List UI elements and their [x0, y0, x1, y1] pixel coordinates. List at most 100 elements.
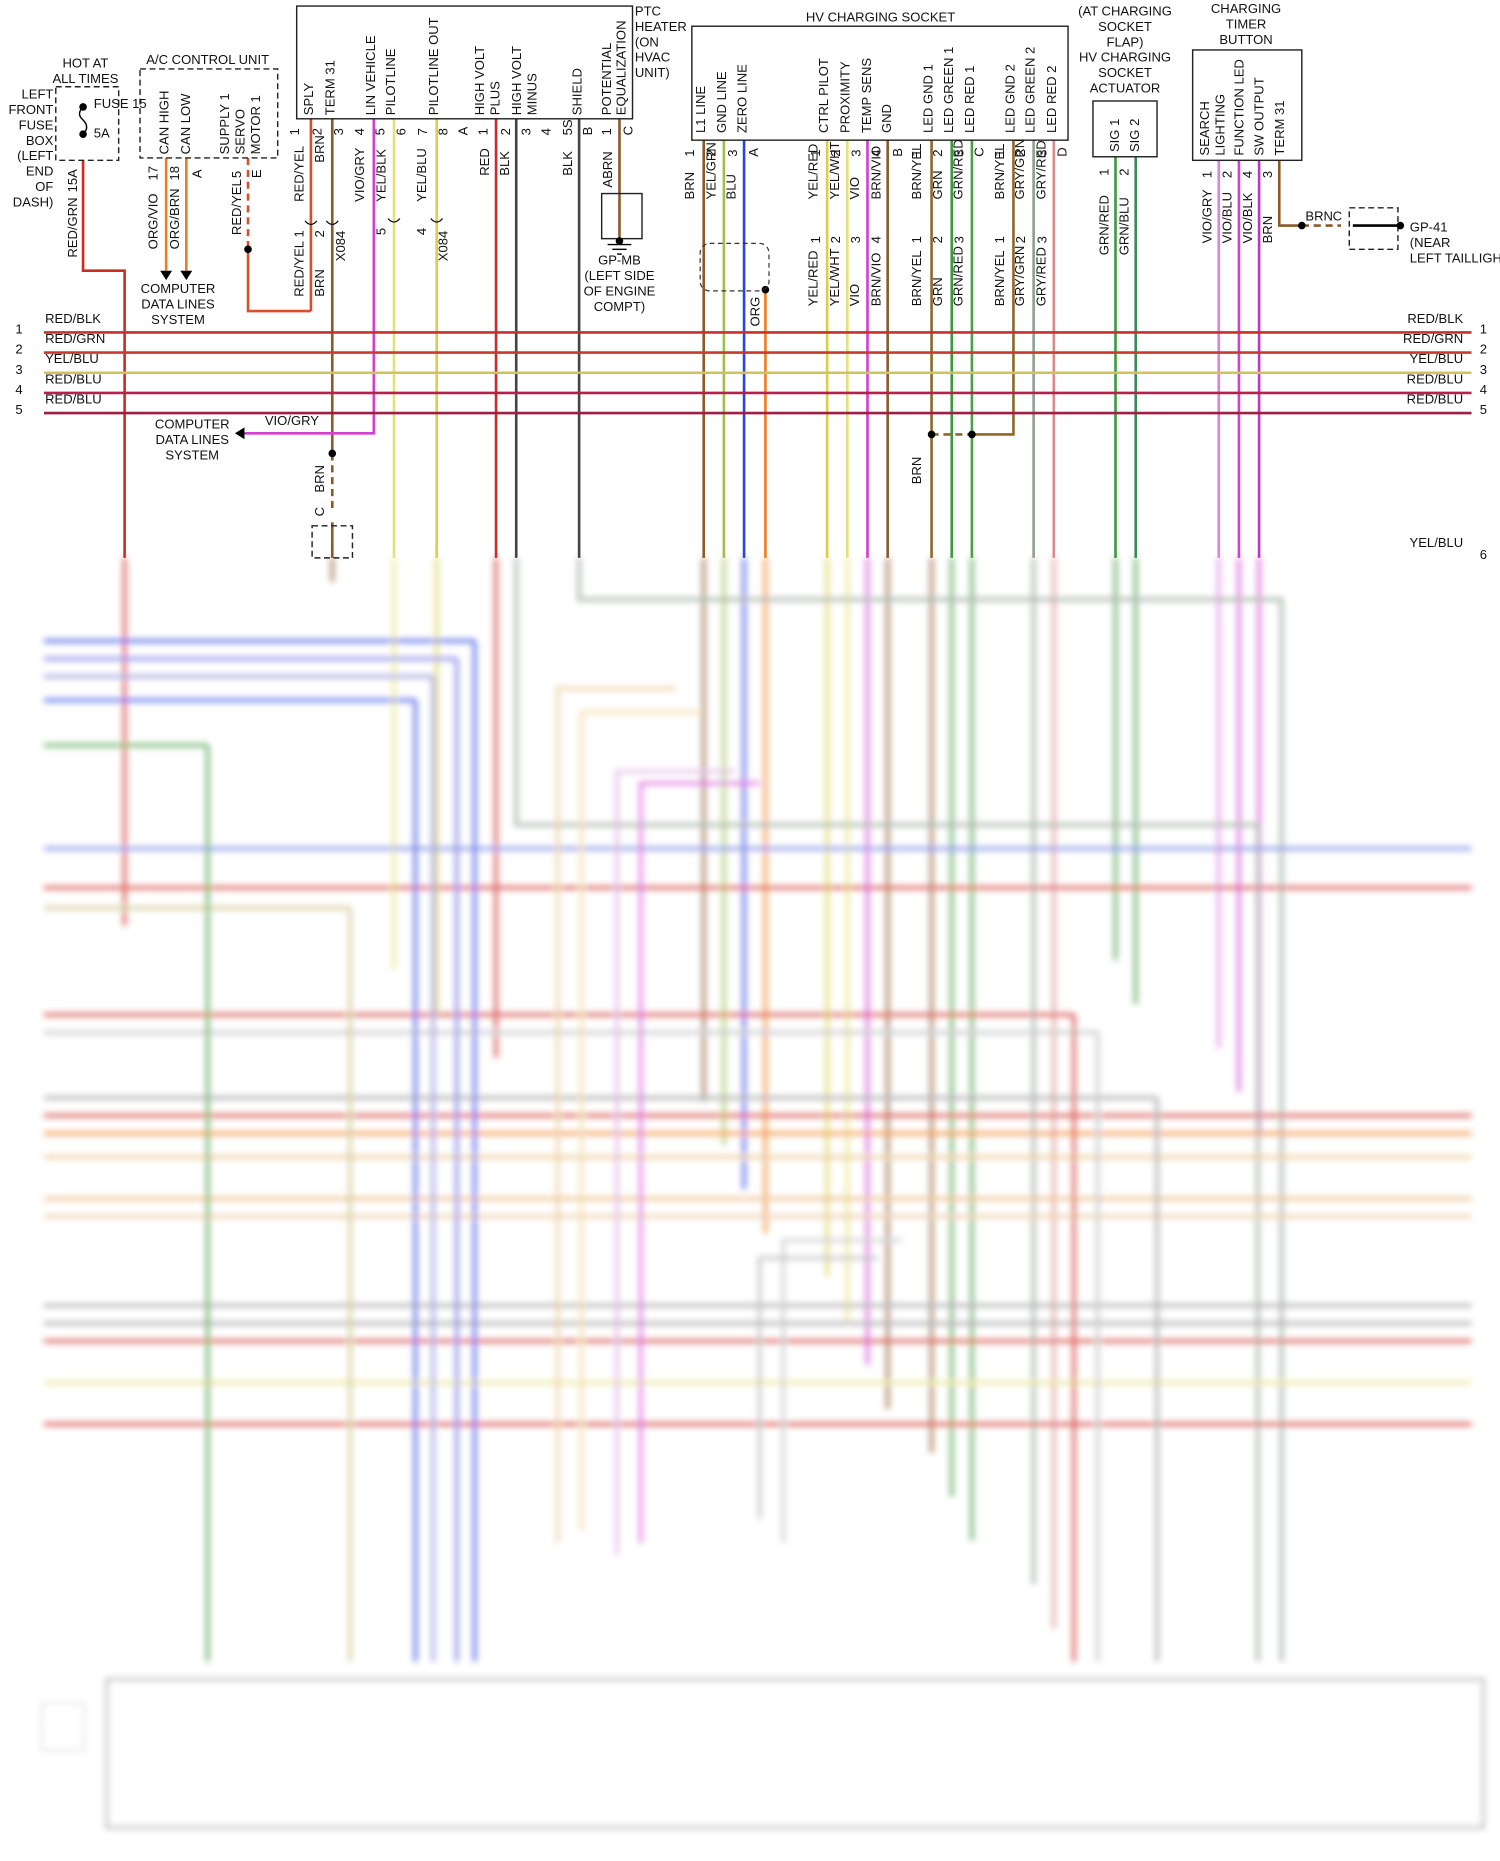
label: GRN/RED: [950, 246, 965, 306]
blurred-lower-section: [40, 557, 1485, 1829]
label: RED/GRN: [1403, 331, 1463, 346]
label: A/C CONTROL UNIT: [146, 52, 269, 67]
wire: [1277, 160, 1302, 227]
label: (LEFT: [17, 148, 53, 163]
label: SIG 1: [1107, 119, 1122, 152]
label: 1: [909, 236, 924, 243]
wire: [971, 140, 1015, 436]
label: C: [1333, 209, 1342, 224]
label: PROXIMITY: [838, 61, 853, 133]
component-box: [311, 525, 354, 559]
label: BRN/YEL: [992, 144, 1007, 200]
label: HIGH VOLT: [472, 46, 487, 115]
component-box: [691, 25, 1069, 141]
label: BRN/YEL: [909, 144, 924, 200]
splice-dot: [328, 449, 337, 458]
label: GRN/RED: [1096, 195, 1111, 255]
label: LEFT: [21, 87, 53, 102]
label: LED RED 2: [1044, 66, 1059, 133]
label: 3: [1035, 150, 1050, 157]
splice-dot: [79, 130, 87, 139]
blurred-wire: [615, 769, 736, 1555]
label: EQUALIZATION: [613, 20, 628, 115]
arrow: [160, 270, 173, 281]
label: YEL/WHT: [827, 248, 842, 306]
label: (NEAR: [1410, 235, 1451, 250]
label: YEL/BLU: [1410, 535, 1464, 550]
label: SEARCH: [1197, 101, 1212, 155]
label: 4: [539, 128, 554, 135]
label: 2: [498, 128, 513, 135]
label: BRN/VIO: [868, 146, 883, 200]
label: (ON: [635, 34, 659, 49]
fuse-symbol: [78, 106, 88, 135]
label: ORG/BRN: [167, 188, 182, 249]
arrow: [180, 270, 193, 281]
label: B: [580, 126, 595, 135]
label: 2: [1480, 342, 1487, 357]
label: 1: [992, 236, 1007, 243]
label: 2: [1220, 171, 1235, 178]
label: LIGHTING: [1213, 94, 1228, 156]
label: MOTOR 1: [248, 95, 263, 154]
label: GP-MB: [598, 253, 641, 268]
label: 5S: [560, 119, 575, 135]
label: X084: [435, 231, 450, 261]
label: BRN: [682, 172, 697, 200]
label: GRN/BLU: [1116, 197, 1131, 255]
label: ACTUATOR: [1090, 81, 1161, 96]
label: BRN: [312, 135, 327, 163]
label: HOT AT: [62, 56, 108, 71]
label: BLK: [560, 151, 575, 176]
label: GRY/GRN: [1012, 139, 1027, 200]
label: SYSTEM: [165, 447, 219, 462]
connector-symbol: [325, 220, 339, 225]
label: GRY/GRN: [1012, 246, 1027, 307]
connector-symbol: [304, 220, 318, 225]
label: DASH): [13, 195, 54, 210]
splice-dot: [927, 430, 936, 439]
label: END: [26, 164, 54, 179]
label: LED GREEN 2: [1023, 47, 1038, 133]
wire: [237, 118, 376, 435]
label: SIG 2: [1127, 119, 1142, 152]
component-box: [1191, 49, 1303, 162]
label: 2: [312, 230, 327, 237]
label: YEL/RED: [806, 144, 821, 200]
label: 3: [331, 128, 346, 135]
label: TERM 31: [323, 60, 338, 115]
label: 4: [1240, 171, 1255, 178]
component-box: [600, 192, 643, 240]
label: TERM 31: [1272, 100, 1287, 155]
label: DATA LINES: [156, 432, 230, 447]
label: LEFT TAILLIGHT): [1410, 250, 1500, 265]
label: TIMER: [1226, 16, 1267, 31]
splice-dot: [968, 430, 976, 439]
label: BLU: [724, 174, 739, 199]
label: 3: [952, 236, 967, 243]
label: 1: [599, 128, 614, 135]
label: ORG/VIO: [146, 194, 161, 250]
label: 1: [808, 150, 823, 157]
blurred-wire: [757, 1256, 879, 1520]
label: A: [455, 126, 470, 135]
wire: [246, 249, 311, 313]
label: 4: [15, 382, 22, 397]
label: YEL/BLU: [1410, 351, 1464, 366]
label: 2: [930, 236, 945, 243]
label: 15A: [65, 169, 80, 193]
label: YEL/RED: [806, 250, 821, 306]
label: 3: [1035, 236, 1050, 243]
label: C: [620, 126, 635, 135]
label: VIO/BLU: [1220, 192, 1235, 243]
label: 2: [1116, 168, 1131, 175]
label: 1: [287, 128, 302, 135]
label: L1 LINE: [693, 86, 708, 133]
label: YEL/GRN: [703, 142, 718, 199]
label: 17: [146, 166, 161, 181]
label: RED/YEL: [292, 241, 307, 297]
label: GRN: [930, 170, 945, 199]
label: PILOTLINE OUT: [426, 17, 441, 115]
label: 2: [828, 150, 843, 157]
